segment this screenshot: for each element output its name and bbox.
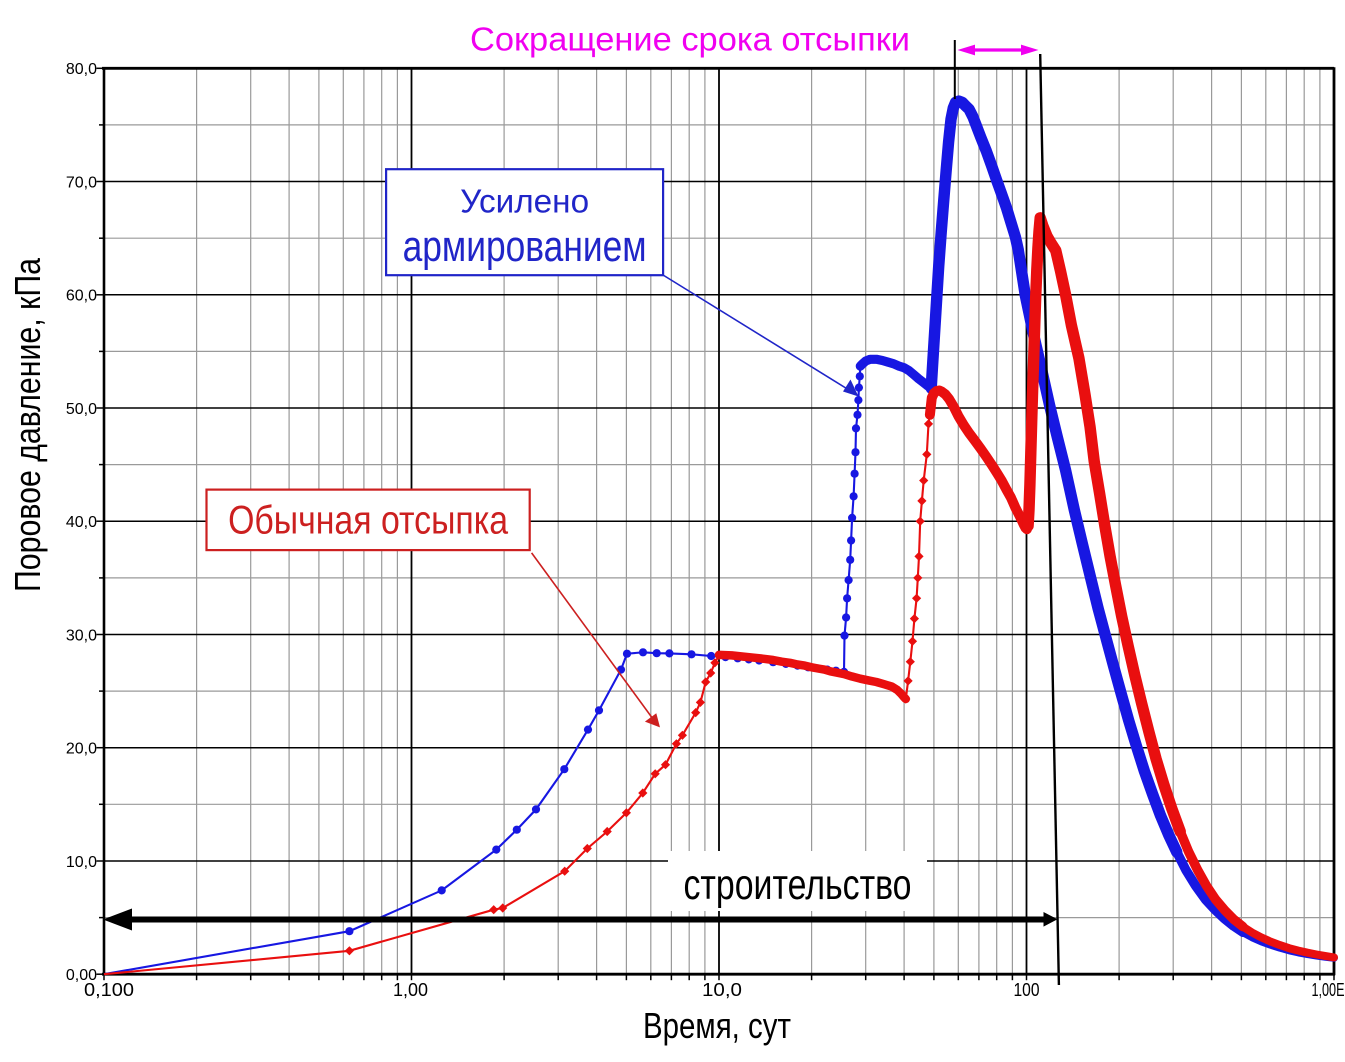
svg-text:1,00E: 1,00E bbox=[1312, 980, 1345, 1000]
svg-text:60,0: 60,0 bbox=[66, 288, 97, 305]
svg-text:70,0: 70,0 bbox=[66, 174, 97, 191]
svg-text:100: 100 bbox=[1014, 980, 1040, 1000]
svg-text:Усилено: Усилено bbox=[460, 184, 589, 221]
svg-text:80,0: 80,0 bbox=[66, 61, 97, 78]
svg-text:Обычная отсыпка: Обычная отсыпка bbox=[228, 499, 509, 543]
svg-text:1,00: 1,00 bbox=[393, 980, 428, 1000]
svg-text:строительство: строительство bbox=[684, 861, 912, 908]
svg-text:30,0: 30,0 bbox=[66, 627, 97, 644]
svg-text:50,0: 50,0 bbox=[66, 401, 97, 418]
svg-text:Поровое давление, кПа: Поровое давление, кПа bbox=[7, 257, 48, 592]
svg-text:армированием: армированием bbox=[403, 223, 647, 271]
svg-text:0,100: 0,100 bbox=[84, 980, 134, 1000]
svg-text:0,00: 0,00 bbox=[66, 967, 97, 984]
svg-text:10,0: 10,0 bbox=[66, 854, 97, 871]
svg-text:Сокращение срока отсыпки: Сокращение срока отсыпки bbox=[470, 22, 910, 59]
svg-text:40,0: 40,0 bbox=[66, 514, 97, 531]
svg-text:20,0: 20,0 bbox=[66, 741, 97, 758]
svg-text:Время, сут: Время, сут bbox=[643, 1005, 791, 1046]
svg-text:10,0: 10,0 bbox=[702, 980, 742, 1000]
